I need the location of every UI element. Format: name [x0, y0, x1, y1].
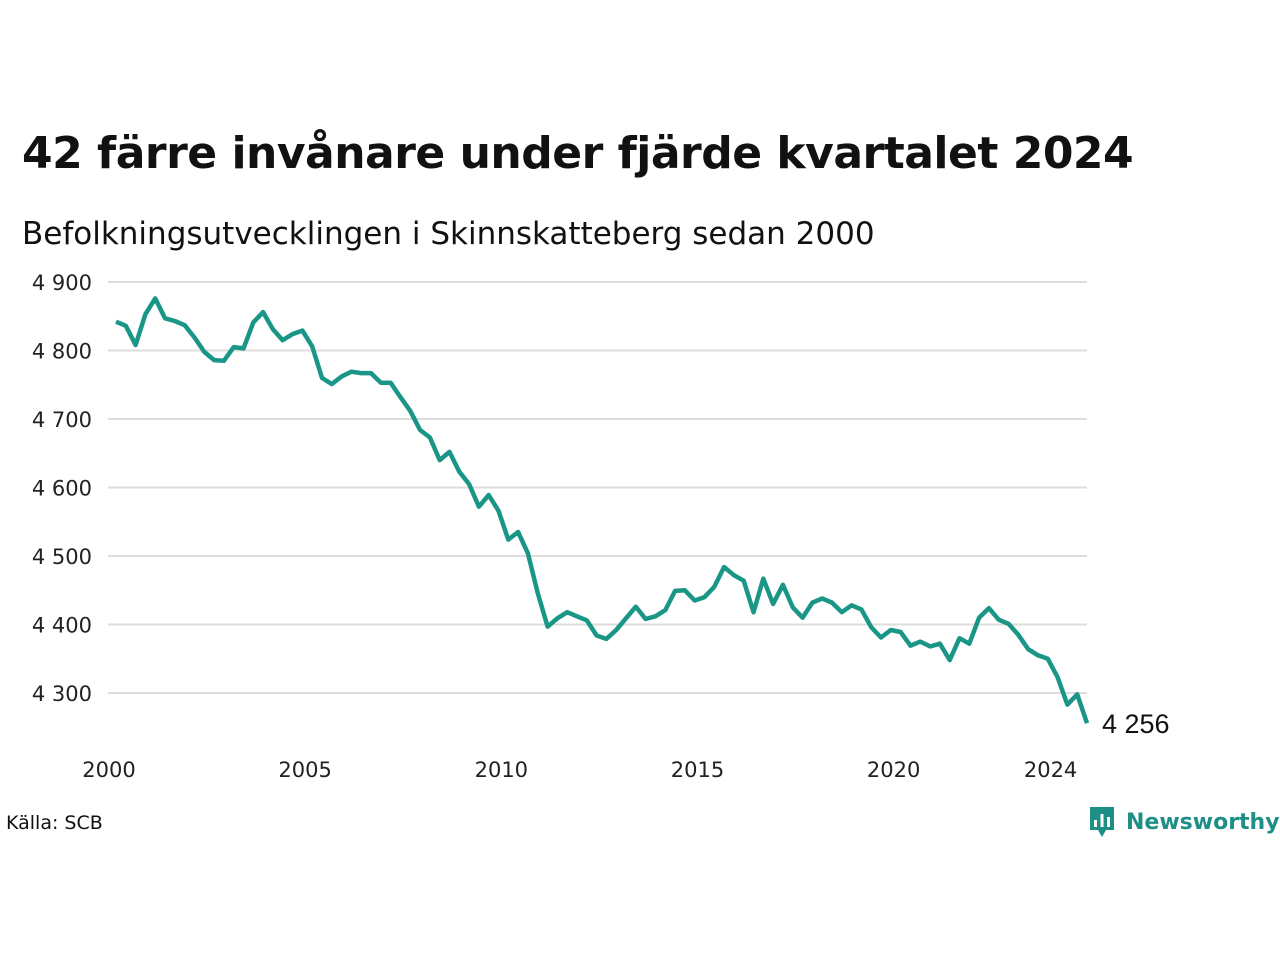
x-tick-label: 2020	[867, 758, 920, 782]
y-tick-label: 4 700	[32, 408, 92, 432]
population-series-line	[115, 296, 1090, 724]
y-tick-label: 4 300	[32, 682, 92, 706]
x-tick-label: 2000	[82, 758, 135, 782]
y-tick-label: 4 800	[32, 340, 92, 364]
y-tick-label: 4 500	[32, 545, 92, 569]
chart-subtitle: Befolkningsutvecklingen i Skinnskatteber…	[22, 216, 875, 252]
chart-title: 42 färre invånare under fjärde kvartalet…	[22, 128, 1134, 179]
brand-name: Newsworthy	[1126, 809, 1280, 835]
x-tick-label: 2005	[278, 758, 331, 782]
x-tick-label: 2015	[671, 758, 724, 782]
end-value-label: 4 256	[1102, 709, 1170, 739]
y-axis-labels: 4 300 4 400 4 500 4 600 4 700 4 800 4 900	[32, 271, 92, 706]
y-tick-label: 4 400	[32, 614, 92, 638]
series-layer	[115, 296, 1090, 724]
newsworthy-logo-icon	[1090, 807, 1114, 837]
y-tick-label: 4 600	[32, 477, 92, 501]
brand-logo: Newsworthy	[1088, 804, 1280, 840]
line-chart: 4 300 4 400 4 500 4 600 4 700 4 800 4 900 2000…	[32, 271, 1170, 782]
y-tick-label: 4 900	[32, 271, 92, 295]
x-tick-label: 2010	[475, 758, 528, 782]
x-tick-label: 2024	[1024, 758, 1077, 782]
source-credit: Källa: SCB	[6, 812, 103, 834]
gridlines	[108, 281, 1087, 694]
x-axis-labels: 2000 2005 2010 2015 2020 2024	[82, 758, 1077, 782]
